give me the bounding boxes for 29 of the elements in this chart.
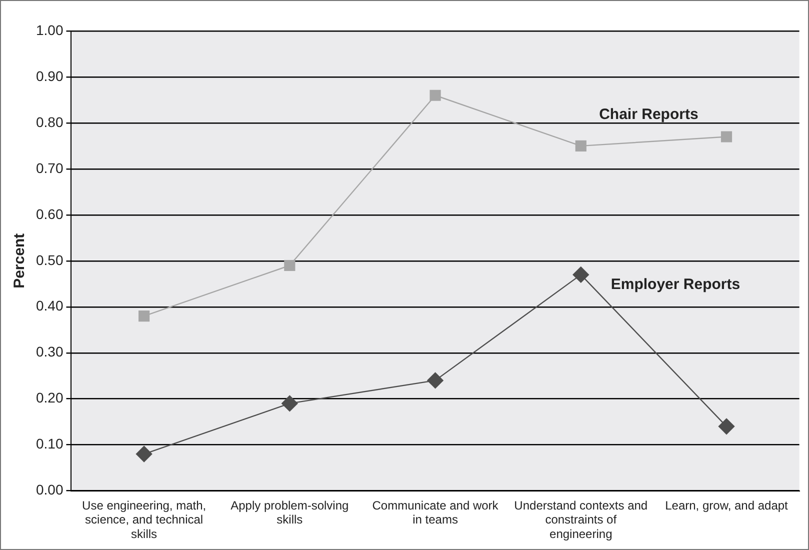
- point: [575, 140, 586, 152]
- x-tick-label: Learn, grow, and adapt: [665, 498, 789, 512]
- y-tick-label: 0.90: [36, 68, 64, 84]
- series-label: Employer Reports: [610, 276, 740, 293]
- point: [138, 310, 150, 322]
- point: [136, 446, 152, 462]
- y-tick-label: 0.40: [36, 298, 64, 314]
- point: [284, 260, 296, 272]
- x-tick-label: Communicate and work in teams: [372, 498, 500, 527]
- point: [427, 372, 444, 389]
- y-tick-label: 0.30: [36, 344, 64, 360]
- y-tick-label: 1.00: [36, 22, 64, 38]
- y-tick-label: 0.10: [36, 436, 64, 452]
- point: [718, 418, 735, 435]
- x-tick-label: Use engineering, math, science, and technical skills: [82, 498, 206, 542]
- point: [720, 131, 732, 142]
- y-tick-label: 0.00: [36, 482, 64, 498]
- point: [282, 395, 298, 412]
- y-axis-title: Percent: [11, 233, 28, 288]
- x-tick-label: Apply problem-solving skills: [230, 498, 349, 527]
- y-tick-label: 0.80: [36, 114, 64, 130]
- point: [572, 266, 589, 283]
- y-tick-label: 0.50: [36, 252, 64, 268]
- y-tick-label: 0.70: [36, 160, 64, 176]
- point: [430, 90, 441, 101]
- series-label: Chair Reports: [599, 106, 698, 123]
- x-tick-label: Understand contexts and constraints of engineering: [514, 498, 648, 542]
- y-tick-label: 0.60: [36, 206, 64, 222]
- y-tick-label: 0.20: [36, 390, 64, 406]
